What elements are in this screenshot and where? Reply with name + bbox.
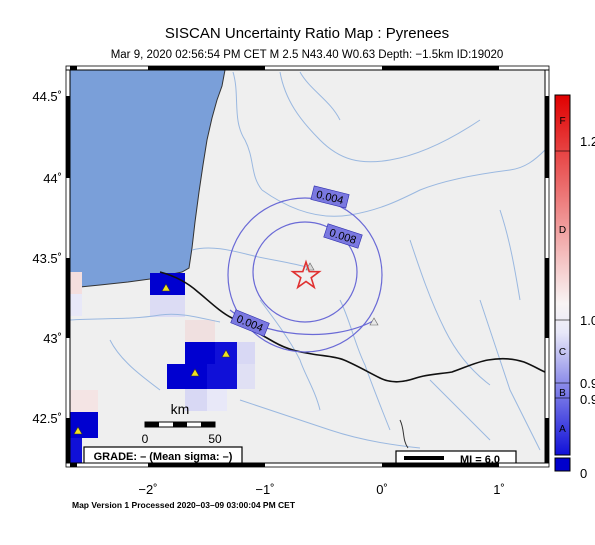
colorbar-value: 0.9 — [580, 392, 595, 407]
map-title: SISCAN Uncertainty Ratio Map : Pyrenees — [165, 25, 449, 42]
station-triangle-icon — [221, 349, 231, 358]
national-border — [159, 271, 545, 383]
longitude-labels: −2˚ −1˚ 0˚ 1˚ — [138, 482, 504, 497]
map-subtitle: Mar 9, 2020 02:56:54 PM CET M 2.5 N43.40… — [111, 49, 504, 61]
colorbar-gradient — [554, 94, 571, 456]
epicenter-star-icon — [290, 259, 322, 290]
colorbar-value: 1.0 — [580, 313, 595, 328]
lat-label: 44˚ — [43, 171, 62, 186]
sea — [70, 70, 226, 289]
lat-label: 42.5˚ — [32, 411, 62, 426]
station-triangle-icon — [161, 283, 171, 292]
colorbar-bottom-swatch — [554, 457, 571, 472]
grade-label: A — [559, 424, 566, 435]
lat-label: 43˚ — [43, 331, 62, 346]
grade-box — [83, 446, 243, 463]
footer-text: Map Version 1 Processed 2020–03–09 03:00… — [72, 500, 296, 510]
lat-label: 43.5˚ — [32, 251, 62, 266]
grid-cells — [70, 272, 255, 463]
map-frame — [65, 65, 550, 468]
lon-label: 1˚ — [493, 482, 505, 497]
lon-label: 0˚ — [376, 482, 388, 497]
colorbar-value: 0.9 — [580, 376, 595, 391]
grade-text: GRADE: – (Mean sigma: –) — [94, 451, 233, 463]
scale-unit: km — [171, 401, 190, 417]
contour-labels: 0.004 0.008 0.004 — [230, 185, 363, 337]
latitude-labels: 44.5˚ 44˚ 43.5˚ 43˚ 42.5˚ — [32, 89, 62, 426]
colorbar-value: 1.2 — [580, 134, 595, 149]
scale-max: 50 — [208, 432, 222, 446]
colorbar-value: 0 — [580, 466, 587, 481]
grade-label: D — [559, 225, 566, 236]
colorbar: F D C B A 1.2 1.0 0.9 0.9 0 — [554, 94, 595, 481]
grade-label: F — [559, 116, 565, 127]
station-triangle-icon — [369, 317, 379, 326]
station-triangle-icon — [73, 426, 83, 435]
rivers — [70, 71, 545, 451]
stations — [73, 262, 379, 435]
lat-label: 44.5˚ — [32, 89, 62, 104]
mi-text: MI = 6.0 — [460, 454, 500, 466]
scale-min: 0 — [142, 432, 149, 446]
grade-label: B — [559, 388, 566, 399]
scale-bar: km 0 50 — [142, 401, 222, 446]
grade-label: C — [559, 347, 566, 358]
map-area: 0.004 0.008 0.004 km 0 50 — [70, 70, 545, 466]
lon-label: −2˚ — [138, 482, 157, 497]
station-triangle-icon — [190, 368, 200, 377]
lon-label: −1˚ — [255, 482, 274, 497]
